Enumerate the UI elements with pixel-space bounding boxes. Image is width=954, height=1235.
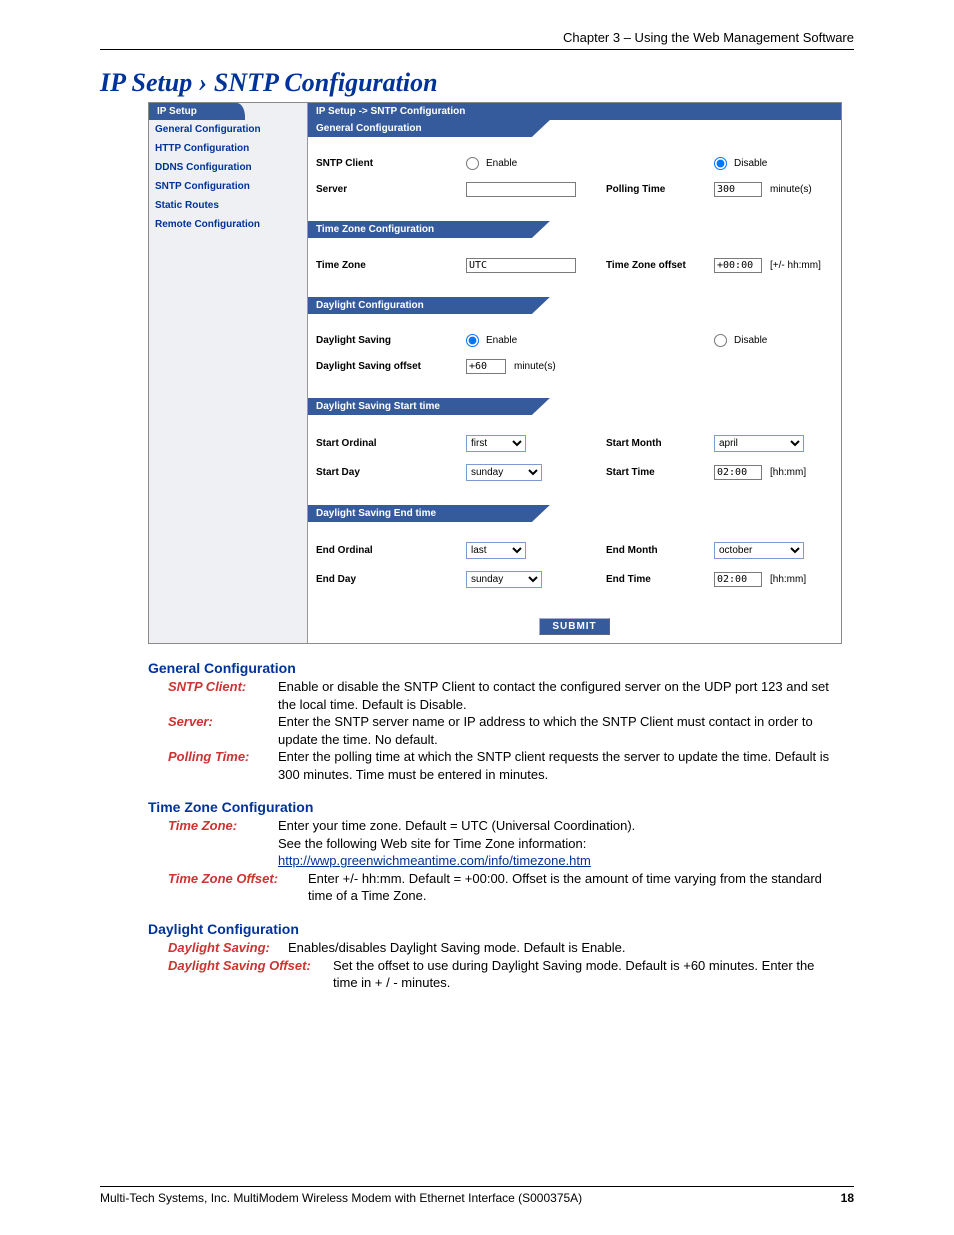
sidebar-tab[interactable]: IP Setup bbox=[149, 103, 245, 120]
start-time-unit: [hh:mm] bbox=[770, 467, 806, 478]
doc-daylight-heading: Daylight Configuration bbox=[148, 921, 840, 937]
section-dsend-body: End Ordinal last End Month october End D… bbox=[308, 522, 841, 612]
end-day-select[interactable]: sunday bbox=[466, 571, 542, 588]
section-timezone-header: Time Zone Configuration bbox=[308, 221, 841, 238]
page-title: IP Setup › SNTP Configuration bbox=[100, 68, 854, 98]
polling-input[interactable] bbox=[714, 182, 762, 197]
ds-disable-label: Disable bbox=[734, 335, 767, 346]
end-time-label: End Time bbox=[606, 574, 714, 585]
sidebar-item-static-routes[interactable]: Static Routes bbox=[149, 196, 307, 215]
end-time-input[interactable] bbox=[714, 572, 762, 587]
section-dsstart-header: Daylight Saving Start time bbox=[308, 398, 841, 415]
section-dsstart-body: Start Ordinal first Start Month april St… bbox=[308, 415, 841, 505]
start-month-label: Start Month bbox=[606, 438, 714, 449]
footer-page: 18 bbox=[841, 1191, 854, 1205]
doc-timezone: Time Zone Configuration Time Zone: Enter… bbox=[148, 799, 840, 905]
ds-offset-unit: minute(s) bbox=[514, 361, 556, 372]
ds-disable-radio[interactable] bbox=[714, 334, 727, 347]
chapter-header: Chapter 3 – Using the Web Management Sof… bbox=[100, 30, 854, 50]
ds-offset-input[interactable] bbox=[466, 359, 506, 374]
doc-dso-def: Set the offset to use during Daylight Sa… bbox=[333, 957, 840, 992]
start-ordinal-select[interactable]: first bbox=[466, 435, 526, 452]
section-dsend-header: Daylight Saving End time bbox=[308, 505, 841, 522]
document-page: Chapter 3 – Using the Web Management Sof… bbox=[0, 0, 954, 1235]
doc-sntp-client-term: SNTP Client: bbox=[168, 678, 278, 713]
doc-polling-term: Polling Time: bbox=[168, 748, 278, 783]
doc-tz-offset-term: Time Zone Offset: bbox=[168, 870, 308, 905]
doc-general: General Configuration SNTP Client: Enabl… bbox=[148, 660, 840, 783]
start-time-label: Start Time bbox=[606, 467, 714, 478]
start-day-select[interactable]: sunday bbox=[466, 464, 542, 481]
section-daylight-body: Daylight Saving Enable Disable Daylight … bbox=[308, 314, 841, 398]
sidebar: IP Setup General Configuration HTTP Conf… bbox=[149, 103, 308, 643]
start-time-input[interactable] bbox=[714, 465, 762, 480]
ds-offset-label: Daylight Saving offset bbox=[312, 361, 466, 372]
doc-tz-term: Time Zone: bbox=[168, 817, 278, 870]
tz-label: Time Zone bbox=[312, 260, 466, 271]
sidebar-item-remote[interactable]: Remote Configuration bbox=[149, 215, 307, 234]
tz-offset-input[interactable] bbox=[714, 258, 762, 273]
doc-general-heading: General Configuration bbox=[148, 660, 840, 676]
start-ordinal-label: Start Ordinal bbox=[312, 438, 466, 449]
tz-offset-label: Time Zone offset bbox=[606, 260, 714, 271]
sidebar-item-http[interactable]: HTTP Configuration bbox=[149, 139, 307, 158]
polling-unit: minute(s) bbox=[770, 184, 812, 195]
doc-dso-term: Daylight Saving Offset: bbox=[168, 957, 333, 992]
page-footer: Multi-Tech Systems, Inc. MultiModem Wire… bbox=[100, 1186, 854, 1205]
doc-ds-term: Daylight Saving: bbox=[168, 939, 288, 957]
end-ordinal-label: End Ordinal bbox=[312, 545, 466, 556]
submit-row: SUBMIT bbox=[308, 612, 841, 643]
doc-timezone-heading: Time Zone Configuration bbox=[148, 799, 840, 815]
end-time-unit: [hh:mm] bbox=[770, 574, 806, 585]
breadcrumb: IP Setup -> SNTP Configuration bbox=[308, 103, 841, 120]
ds-label: Daylight Saving bbox=[312, 335, 466, 346]
start-day-label: Start Day bbox=[312, 467, 466, 478]
sntp-client-label: SNTP Client bbox=[312, 158, 466, 169]
doc-server-term: Server: bbox=[168, 713, 278, 748]
section-general-header: General Configuration bbox=[308, 120, 841, 137]
disable-label: Disable bbox=[734, 158, 767, 169]
end-day-label: End Day bbox=[312, 574, 466, 585]
submit-button[interactable]: SUBMIT bbox=[539, 618, 609, 635]
end-month-select[interactable]: october bbox=[714, 542, 804, 559]
doc-tz-link[interactable]: http://wwp.greenwichmeantime.com/info/ti… bbox=[278, 853, 591, 868]
footer-text: Multi-Tech Systems, Inc. MultiModem Wire… bbox=[100, 1191, 582, 1205]
doc-tz-def: Enter your time zone. Default = UTC (Uni… bbox=[278, 817, 840, 870]
main-panel: IP Setup -> SNTP Configuration General C… bbox=[308, 103, 841, 643]
server-label: Server bbox=[312, 184, 466, 195]
sntp-disable-radio[interactable] bbox=[714, 157, 727, 170]
doc-polling-def: Enter the polling time at which the SNTP… bbox=[278, 748, 840, 783]
doc-daylight: Daylight Configuration Daylight Saving: … bbox=[148, 921, 840, 992]
polling-label: Polling Time bbox=[606, 184, 714, 195]
sidebar-item-general[interactable]: General Configuration bbox=[149, 120, 307, 139]
sidebar-item-ddns[interactable]: DDNS Configuration bbox=[149, 158, 307, 177]
tz-input[interactable] bbox=[466, 258, 576, 273]
section-general-body: SNTP Client Enable Disable Server bbox=[308, 137, 841, 221]
ds-enable-radio[interactable] bbox=[466, 334, 479, 347]
sidebar-item-sntp[interactable]: SNTP Configuration bbox=[149, 177, 307, 196]
end-month-label: End Month bbox=[606, 545, 714, 556]
server-input[interactable] bbox=[466, 182, 576, 197]
ds-enable-label: Enable bbox=[486, 335, 517, 346]
sntp-enable-radio[interactable] bbox=[466, 157, 479, 170]
start-month-select[interactable]: april bbox=[714, 435, 804, 452]
enable-label: Enable bbox=[486, 158, 517, 169]
doc-tz-offset-def: Enter +/- hh:mm. Default = +00:00. Offse… bbox=[308, 870, 840, 905]
doc-sntp-client-def: Enable or disable the SNTP Client to con… bbox=[278, 678, 840, 713]
tz-offset-unit: [+/- hh:mm] bbox=[770, 260, 821, 271]
section-timezone-body: Time Zone Time Zone offset [+/- hh:mm] bbox=[308, 238, 841, 297]
end-ordinal-select[interactable]: last bbox=[466, 542, 526, 559]
section-daylight-header: Daylight Configuration bbox=[308, 297, 841, 314]
doc-ds-def: Enables/disables Daylight Saving mode. D… bbox=[288, 939, 840, 957]
app-window: IP Setup General Configuration HTTP Conf… bbox=[148, 102, 842, 644]
doc-server-def: Enter the SNTP server name or IP address… bbox=[278, 713, 840, 748]
